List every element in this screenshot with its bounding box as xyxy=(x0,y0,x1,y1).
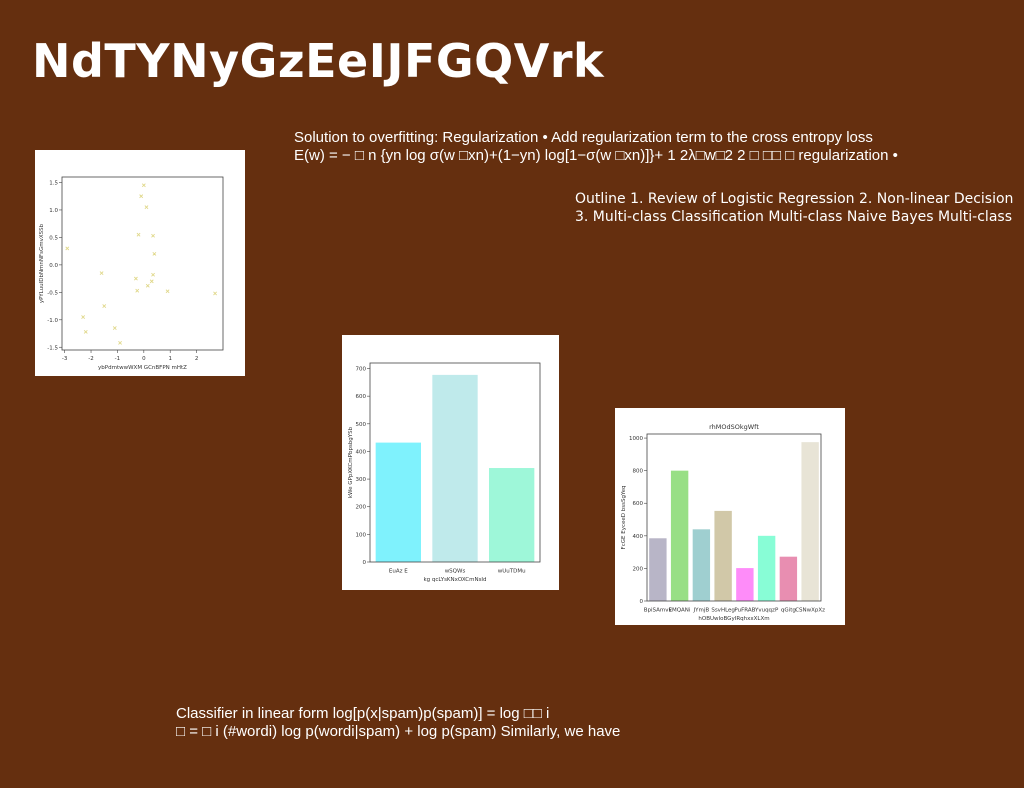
y-axis-label: FcGE EyceeD bssSgYeq xyxy=(621,486,627,550)
bar xyxy=(375,442,421,562)
scatter-point xyxy=(118,340,122,345)
scatter-point xyxy=(83,329,88,334)
scatter-point xyxy=(133,276,138,281)
bar xyxy=(649,538,667,601)
y-tick-label: 200 xyxy=(356,505,367,511)
plot-frame xyxy=(646,433,822,602)
chart-title: rhMOdSOkgWft xyxy=(709,423,759,431)
y-tick-label: 300 xyxy=(356,477,367,483)
x-tick-label: BpiSAmvE xyxy=(644,608,673,614)
y-tick-label: 1000 xyxy=(629,436,643,442)
y-tick-label: 600 xyxy=(633,501,644,507)
bar xyxy=(670,470,689,601)
scatter-point xyxy=(81,315,86,319)
y-tick-label: -1.0 xyxy=(47,318,58,324)
scatter-point xyxy=(151,233,155,238)
x-tick-label: wSQWs xyxy=(445,569,466,575)
bar xyxy=(779,556,798,601)
scatter-point xyxy=(102,304,107,308)
x-tick-label: EuAz E xyxy=(389,569,408,575)
bar xyxy=(692,529,711,601)
y-tick-label: 0 xyxy=(363,560,367,566)
y-tick-label: 0.5 xyxy=(49,235,58,241)
x-tick-label: 2 xyxy=(195,356,199,362)
y-axis-label: kWe GPpXKCmPbpsbgYSb xyxy=(348,426,354,498)
scatter-point xyxy=(144,205,149,210)
scatter-chart: -3 -2 -1 0 1 2 -1.5 -1.0 -0.5 0.0 0.5 1.0 1.5 ybPdmtw… xyxy=(39,176,224,371)
scatter-point xyxy=(139,194,144,199)
x-tick-label: qGitg xyxy=(781,608,796,614)
bar xyxy=(432,374,478,562)
bar xyxy=(489,468,535,562)
scatter-point xyxy=(65,246,70,251)
y-tick-label: 800 xyxy=(633,469,644,475)
x-tick-label: JYmjB xyxy=(693,608,710,614)
x-tick-label: 0 xyxy=(142,356,146,362)
y-tick-label: -1.5 xyxy=(47,345,58,351)
x-tick-label: CSNwXpXz xyxy=(795,608,825,614)
scatter-point xyxy=(165,289,170,294)
bar xyxy=(736,568,754,601)
x-tick-label: -1 xyxy=(115,356,120,362)
y-tick-label: 1.5 xyxy=(49,180,58,186)
y-tick-label: 600 xyxy=(356,394,367,400)
bar xyxy=(801,442,819,601)
slide-title: NdTYNyGzEeIJFGQVrk xyxy=(32,34,605,88)
regularization-text: Solution to overfitting: Regularization … xyxy=(294,129,898,164)
scatter-point xyxy=(141,183,146,188)
y-tick-label: -0.5 xyxy=(47,290,58,296)
scatter-point xyxy=(145,283,150,288)
scatter-point xyxy=(152,251,157,256)
x-tick-label: YvuqqzP xyxy=(754,608,779,614)
scatter-point xyxy=(213,291,218,296)
x-tick-label: 1 xyxy=(168,356,172,362)
classifier-text: Classifier in linear form log[p(x|spam)p… xyxy=(176,705,621,740)
scatter-point xyxy=(112,326,117,330)
x-axis-label: kg qcLYsKNxOXCmNsId xyxy=(423,577,486,583)
bar-chart-1: EuAz E wSQWs wUuTDMu 0 100 200 300 400 500 600 700… xyxy=(348,362,541,583)
y-axis-label: yPYLuuIDbNmnNFsGmvXSSb xyxy=(39,223,45,303)
y-tick-label: 0 xyxy=(640,599,644,605)
bar-figure-2: rhMOdSOkgWft BpiSAmvE kMQANi JYmjB SsvHLeg Pu… xyxy=(615,408,845,625)
outline-text: Outline 1. Review of Logistic Regression… xyxy=(575,191,1014,225)
bar xyxy=(714,510,732,601)
plot-frame xyxy=(369,362,541,563)
x-axis-label: hOBUwIoBGyIRqhxxXLXm xyxy=(698,616,769,622)
bar xyxy=(757,535,776,601)
scatter-figure: -3 -2 -1 0 1 2 -1.5 -1.0 -0.5 0.0 0.5 1.0 1.5 ybPdmtw… xyxy=(35,150,245,376)
x-tick-label: SsvHLeg xyxy=(711,608,735,614)
scatter-point xyxy=(149,279,154,284)
y-tick-label: 400 xyxy=(356,449,367,455)
x-axis-label: ybPdmtwwWXM GCnBFPN mHtZ xyxy=(98,365,187,371)
y-tick-label: 100 xyxy=(356,532,367,538)
plot-frame xyxy=(61,176,224,351)
x-tick-label: -2 xyxy=(88,356,93,362)
scatter-point xyxy=(136,232,141,237)
y-tick-label: 0.0 xyxy=(49,263,58,269)
x-tick-label: PuFRAB xyxy=(734,608,755,614)
x-tick-label: -3 xyxy=(62,356,68,362)
y-tick-label: 200 xyxy=(633,566,644,572)
scatter-point xyxy=(99,271,104,276)
x-tick-label: wUuTDMu xyxy=(498,569,526,575)
y-tick-label: 500 xyxy=(356,422,367,428)
x-tick-label: kMQANi xyxy=(669,608,691,614)
y-tick-label: 1.0 xyxy=(49,208,58,214)
y-tick-label: 400 xyxy=(633,534,644,540)
bar-figure-1: EuAz E wSQWs wUuTDMu 0 100 200 300 400 500 600 700… xyxy=(342,335,559,590)
y-tick-label: 700 xyxy=(356,367,367,373)
scatter-point xyxy=(135,288,140,293)
scatter-point xyxy=(151,272,155,277)
